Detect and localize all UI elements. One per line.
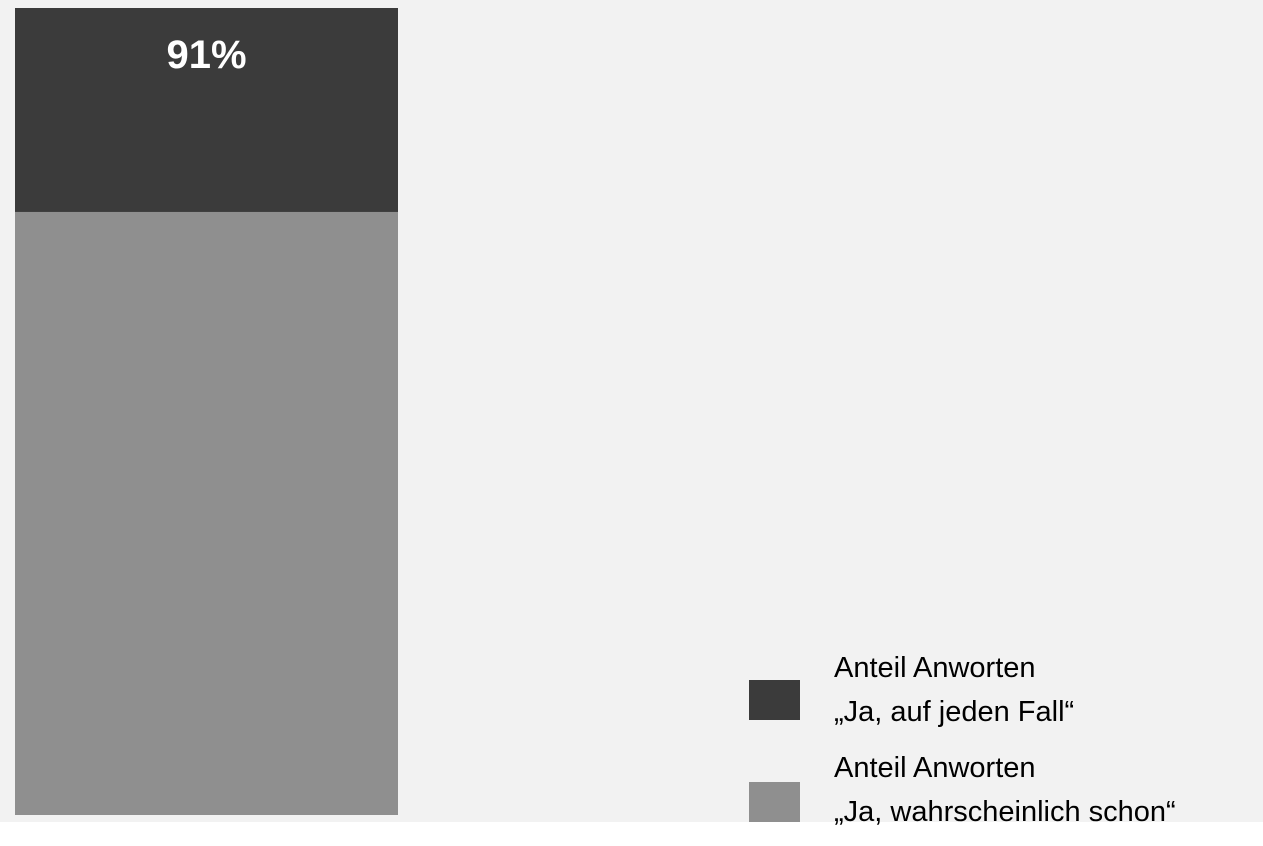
legend-item-ja-auf-jeden-fall: Anteil Anworten „Ja, auf jeden Fall“ xyxy=(749,646,1259,746)
legend: Anteil Anworten „Ja, auf jeden Fall“ Ant… xyxy=(749,646,1259,846)
legend-swatch-light xyxy=(749,782,800,822)
legend-label-line1: Anteil Anworten xyxy=(834,652,1036,684)
bar-segment-0 xyxy=(15,211,398,815)
stacked-bar-chart: 91% xyxy=(15,8,398,815)
legend-item-ja-wahrscheinlich-schon: Anteil Anworten „Ja, wahrscheinlich scho… xyxy=(749,746,1259,846)
legend-label-line1: Anteil Anworten xyxy=(834,752,1036,784)
legend-label-line2: „Ja, auf jeden Fall“ xyxy=(834,696,1075,728)
legend-label-line2: „Ja, wahrscheinlich schon“ xyxy=(834,796,1176,828)
chart-area: 91% Anteil Anworten „Ja, auf jeden Fall“… xyxy=(0,0,1263,828)
total-value-label: 91% xyxy=(166,33,246,77)
bar-segment-1 xyxy=(15,8,398,212)
legend-label: Anteil Anworten „Ja, wahrscheinlich scho… xyxy=(834,746,1176,834)
legend-label: Anteil Anworten „Ja, auf jeden Fall“ xyxy=(834,646,1074,734)
legend-swatch-dark xyxy=(749,680,800,720)
